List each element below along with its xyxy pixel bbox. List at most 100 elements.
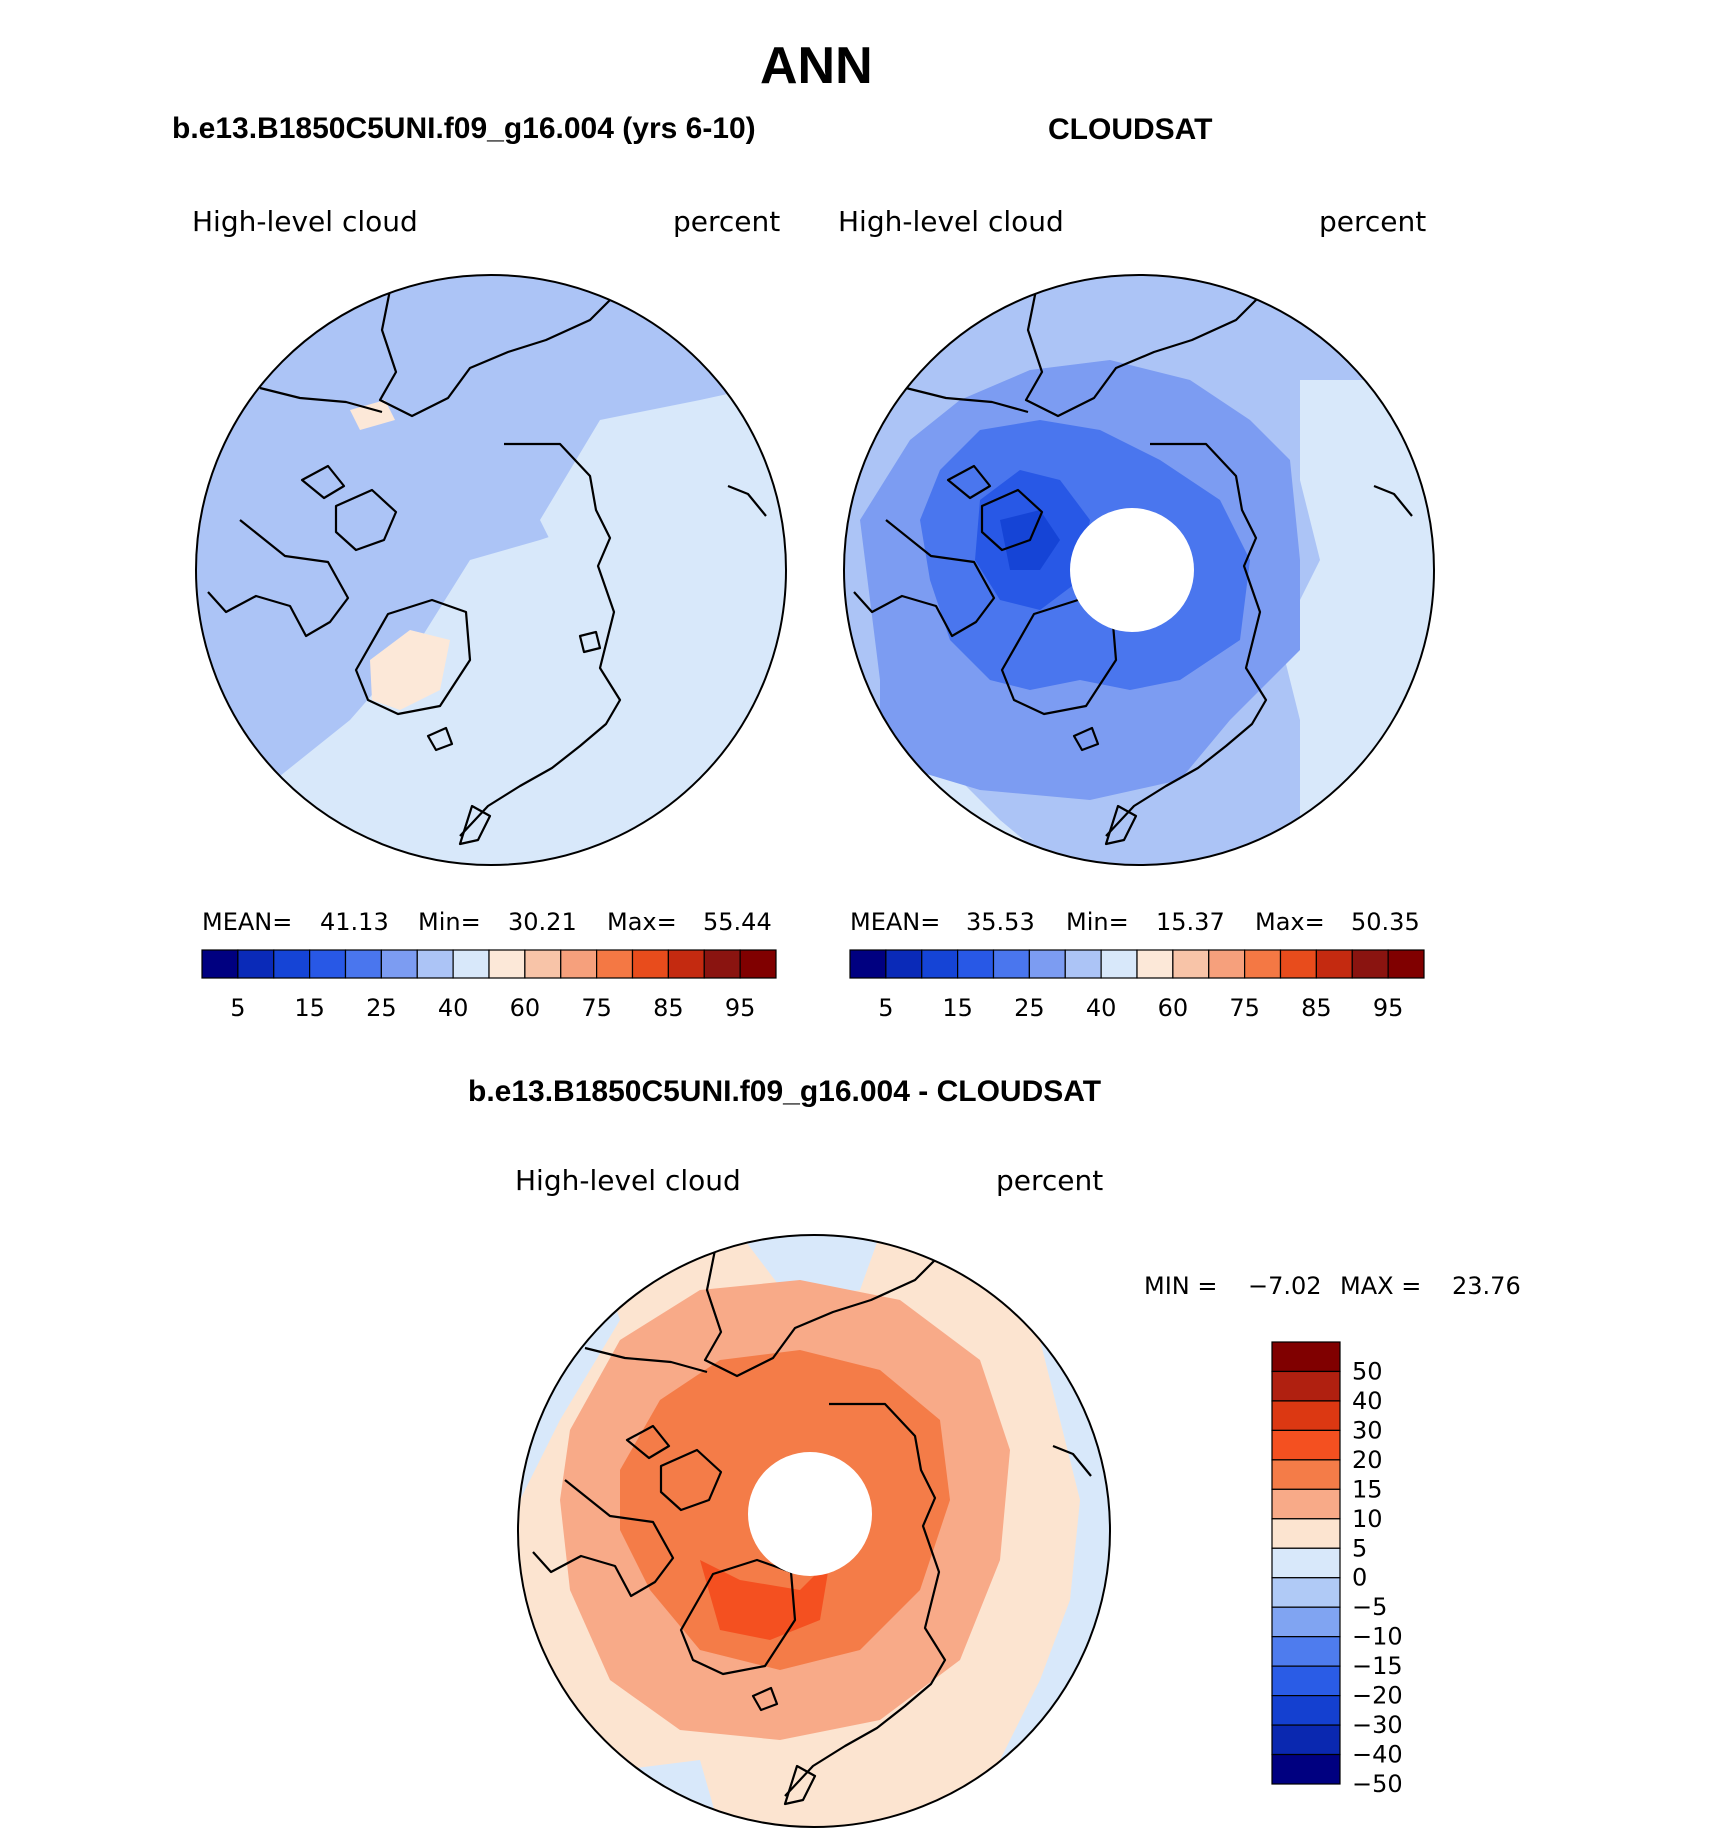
diff-colorbar-box bbox=[1271, 1724, 1341, 1756]
obs-coastlines bbox=[853, 284, 1413, 846]
model-field-greenland-warm bbox=[370, 630, 450, 710]
diff-colorbar-box bbox=[1271, 1753, 1341, 1785]
diff-colorbar-tick-label: −30 bbox=[1352, 1711, 1403, 1739]
obs-colorbar-box bbox=[1244, 949, 1282, 979]
model-colorbar-tick-label: 85 bbox=[653, 994, 684, 1022]
diff-colorbar-tick-label: 0 bbox=[1352, 1564, 1367, 1592]
figure-title: ANN bbox=[760, 37, 873, 95]
obs-colorbar-tick-label: 40 bbox=[1086, 994, 1117, 1022]
diff-min-value: −7.02 bbox=[1248, 1272, 1322, 1300]
model-colorbar-box bbox=[667, 949, 705, 979]
diff-polar-gap bbox=[748, 1452, 872, 1576]
obs-max-value: 50.35 bbox=[1351, 908, 1420, 936]
model-colorbar-box bbox=[344, 949, 382, 979]
diff-colorbar-tick-label: 20 bbox=[1352, 1446, 1383, 1474]
model-colorbar-box bbox=[524, 949, 562, 979]
obs-colorbar-box bbox=[1100, 949, 1138, 979]
obs-colorbar-box bbox=[1208, 949, 1246, 979]
obs-colorbar-box bbox=[1279, 949, 1317, 979]
obs-colorbar-box bbox=[1028, 949, 1066, 979]
model-coastlines bbox=[207, 284, 767, 846]
obs-colorbar-box bbox=[992, 949, 1030, 979]
diff-colorbar-tick-label: −5 bbox=[1352, 1593, 1387, 1621]
model-colorbar-box bbox=[631, 949, 669, 979]
obs-colorbar-box bbox=[849, 949, 887, 979]
diff-colorbar-box bbox=[1271, 1547, 1341, 1579]
model-field-light-wedge bbox=[540, 380, 786, 560]
model-mean-label: MEAN= bbox=[202, 908, 292, 936]
model-panel-title: b.e13.B1850C5UNI.f09_g16.004 (yrs 6-10) bbox=[172, 112, 756, 145]
model-colorbar-box bbox=[739, 949, 777, 979]
diff-colorbar-box bbox=[1271, 1665, 1341, 1697]
obs-colorbar-box bbox=[957, 949, 995, 979]
model-colorbar-tick-label: 75 bbox=[581, 994, 612, 1022]
model-mean-value: 41.13 bbox=[320, 908, 389, 936]
model-map-panel: High-level cloud percent bbox=[192, 205, 787, 1022]
obs-mean-label: MEAN= bbox=[850, 908, 940, 936]
model-field-band bbox=[196, 275, 786, 810]
model-colorbar-tick-label: 15 bbox=[294, 994, 325, 1022]
diff-min-label: MIN = bbox=[1144, 1272, 1217, 1300]
model-colorbar-box bbox=[416, 949, 454, 979]
model-min-value: 30.21 bbox=[508, 908, 577, 936]
diff-map-field bbox=[518, 1235, 1110, 1827]
obs-colorbar-box bbox=[921, 949, 959, 979]
model-colorbar-tick-label: 5 bbox=[230, 994, 245, 1022]
model-variable-label: High-level cloud bbox=[192, 205, 418, 238]
obs-colorbar-box bbox=[1172, 949, 1210, 979]
obs-colorbar-box bbox=[1351, 949, 1389, 979]
obs-variable-label: High-level cloud bbox=[838, 205, 1064, 238]
model-colorbar-box bbox=[273, 949, 311, 979]
diff-units-label: percent bbox=[996, 1164, 1103, 1197]
obs-polar-gap bbox=[1070, 508, 1194, 632]
obs-colorbar-tick-label: 75 bbox=[1229, 994, 1260, 1022]
model-colorbar-box bbox=[488, 949, 526, 979]
model-field-alaska-warm bbox=[350, 400, 395, 430]
obs-colorbar: 5 15 25 40 60 75 85 95 bbox=[849, 949, 1425, 1022]
obs-colorbar-tick-label: 5 bbox=[878, 994, 893, 1022]
obs-panel-title: CLOUDSAT bbox=[1048, 113, 1213, 146]
obs-colorbar-tick-label: 15 bbox=[942, 994, 973, 1022]
model-colorbar-tick-label: 95 bbox=[725, 994, 756, 1022]
diff-field-cool-north bbox=[740, 1235, 880, 1300]
obs-units-label: percent bbox=[1319, 205, 1426, 238]
diff-colorbar-tick-label: −50 bbox=[1352, 1770, 1403, 1798]
diff-field-inner-warm bbox=[700, 1560, 830, 1640]
diff-map-boundary bbox=[517, 1234, 1111, 1828]
diff-variable-label: High-level cloud bbox=[515, 1164, 741, 1197]
diff-colorbar-tick-label: −10 bbox=[1352, 1623, 1403, 1651]
model-units-label: percent bbox=[673, 205, 780, 238]
obs-colorbar-tick-label: 95 bbox=[1373, 994, 1404, 1022]
obs-colorbar-tick-label: 60 bbox=[1158, 994, 1189, 1022]
model-min-label: Min= bbox=[418, 908, 481, 936]
diff-colorbar-tick-label: −40 bbox=[1352, 1741, 1403, 1769]
obs-min-value: 15.37 bbox=[1156, 908, 1225, 936]
diff-colorbar-tick-label: 50 bbox=[1352, 1357, 1383, 1385]
model-colorbar-box bbox=[309, 949, 347, 979]
diff-coastlines bbox=[532, 1244, 1092, 1806]
model-colorbar-box bbox=[380, 949, 418, 979]
diff-colorbar-box bbox=[1271, 1694, 1341, 1726]
obs-min-label: Min= bbox=[1066, 908, 1129, 936]
obs-field-light-east bbox=[1280, 380, 1434, 860]
obs-max-label: Max= bbox=[1255, 908, 1325, 936]
diff-panel-title: b.e13.B1850C5UNI.f09_g16.004 - CLOUDSAT bbox=[468, 1075, 1102, 1108]
diff-colorbar-box bbox=[1271, 1577, 1341, 1608]
model-colorbar-box bbox=[201, 949, 239, 979]
model-max-value: 55.44 bbox=[703, 908, 772, 936]
diff-colorbar-box bbox=[1271, 1341, 1341, 1373]
diff-colorbar-tick-label: −20 bbox=[1352, 1682, 1403, 1710]
model-colorbar-box bbox=[452, 949, 490, 979]
diff-colorbar-tick-label: 30 bbox=[1352, 1416, 1383, 1444]
diff-colorbar-box bbox=[1271, 1459, 1341, 1490]
diff-map-panel: High-level cloud percent bbox=[515, 1164, 1521, 1828]
diff-max-value: 23.76 bbox=[1452, 1272, 1521, 1300]
model-colorbar-box bbox=[560, 949, 598, 979]
model-colorbar-tick-label: 40 bbox=[438, 994, 469, 1022]
diff-colorbar-box bbox=[1271, 1429, 1341, 1461]
model-colorbar-box bbox=[237, 949, 275, 979]
model-colorbar-box bbox=[596, 949, 634, 979]
diff-colorbar-tick-label: −15 bbox=[1352, 1652, 1403, 1680]
diff-colorbar-tick-label: 10 bbox=[1352, 1505, 1383, 1533]
